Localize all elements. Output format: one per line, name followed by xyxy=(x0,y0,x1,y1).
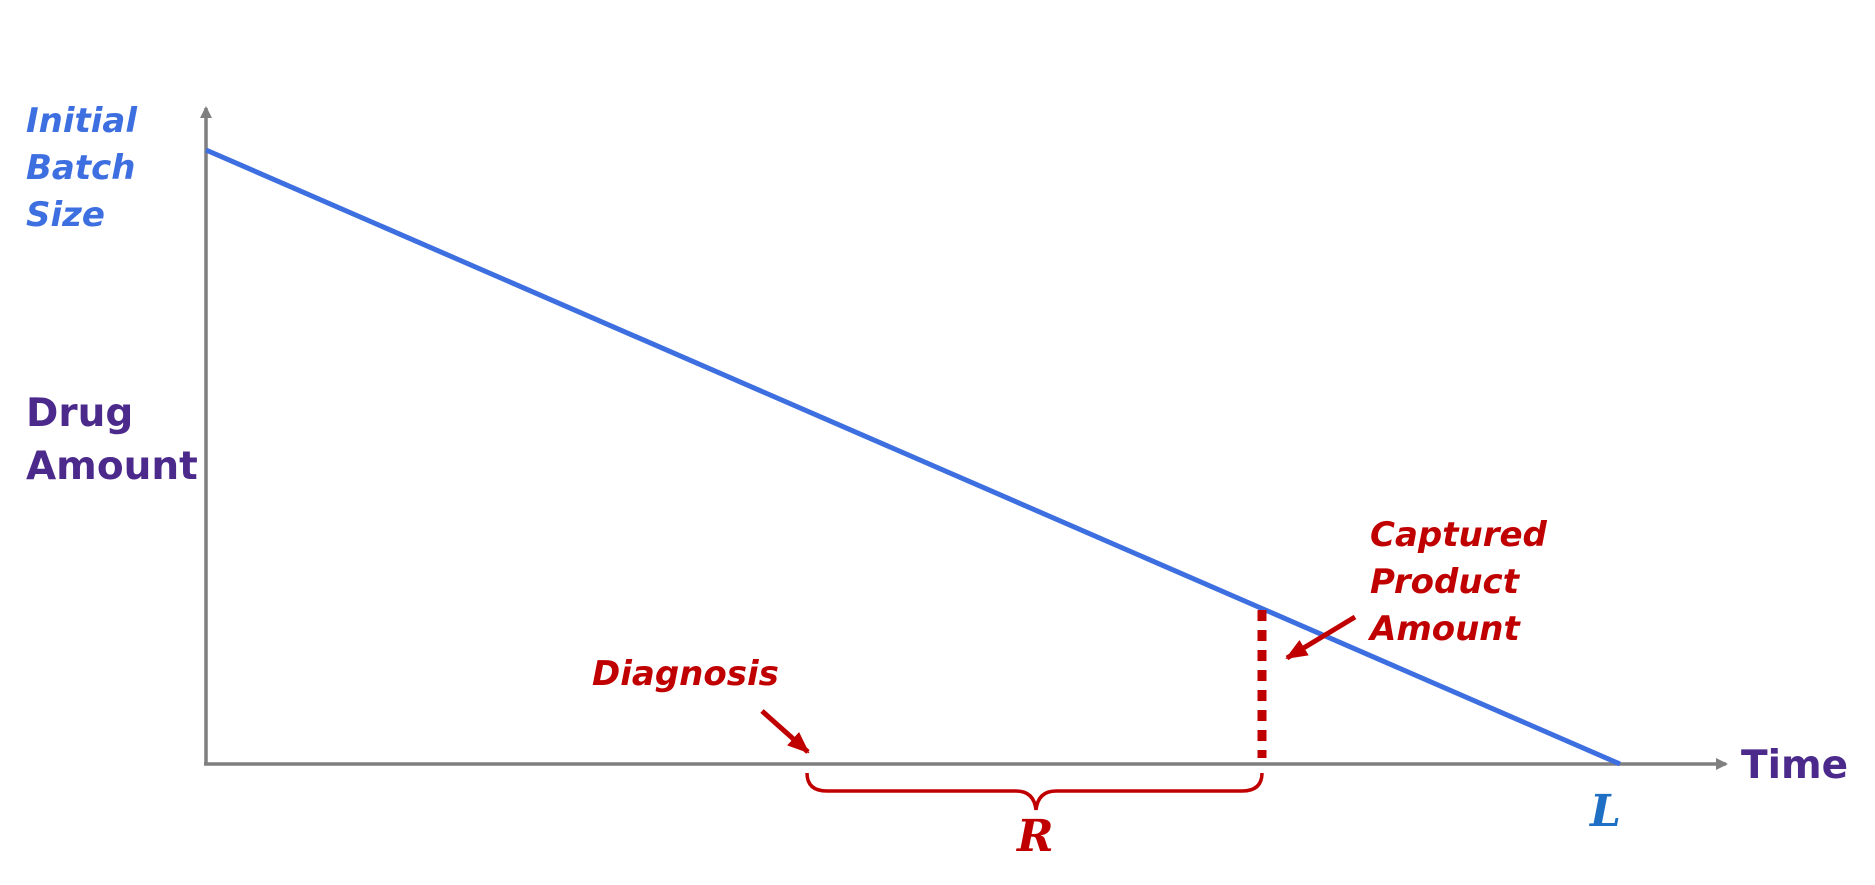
x-axis-title: Time xyxy=(1741,743,1848,788)
captured-product-amount-label: Captured Product Amount xyxy=(1367,515,1559,649)
interval-brace xyxy=(805,772,1264,811)
drug-depletion-line xyxy=(205,147,1621,767)
interval-r-label: R xyxy=(1015,811,1054,862)
diagnosis-label: Diagnosis xyxy=(592,654,779,694)
captured-amount-arrow xyxy=(1285,614,1357,661)
initial-batch-size-label: Initial Batch Size xyxy=(26,101,149,235)
diagnosis-arrow xyxy=(760,709,810,754)
y-axis-title: Drug Amount xyxy=(26,391,198,489)
lifetime-l-label: L xyxy=(1588,786,1621,837)
